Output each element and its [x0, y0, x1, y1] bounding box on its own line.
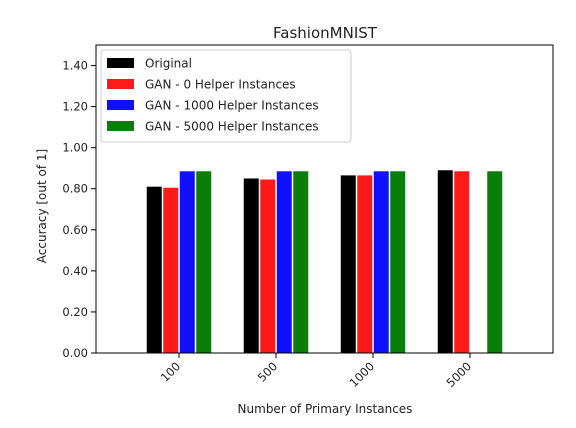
y-tick-label: 1.40: [62, 59, 88, 73]
bar-gan-0-helper-instances-1000: [357, 175, 373, 353]
y-axis-label: Accuracy [out of 1]: [35, 149, 49, 263]
y-tick-label: 1.00: [62, 141, 88, 155]
bar-original-500: [243, 178, 259, 353]
bar-gan-0-helper-instances-500: [260, 179, 276, 353]
bar-gan-5000-helper-instances-100: [196, 171, 212, 353]
y-tick-label: 0.60: [62, 223, 88, 237]
legend-swatch: [107, 121, 134, 131]
y-tick-label: 0.00: [62, 346, 88, 360]
legend-swatch: [107, 100, 134, 110]
legend-swatch: [107, 58, 134, 68]
y-tick-label: 0.20: [62, 305, 88, 319]
plot-frame: [95, 44, 554, 354]
bar-gan-1000-helper-instances-500: [276, 171, 292, 353]
bars-layer: [146, 170, 503, 353]
bar-gan-1000-helper-instances-100: [179, 171, 195, 353]
legend-label: GAN - 1000 Helper Instances: [145, 99, 319, 113]
y-tick-label: 1.20: [62, 100, 88, 114]
x-tick-label: 5000: [444, 359, 475, 390]
bar-gan-5000-helper-instances-5000: [487, 171, 503, 353]
legend-swatch: [107, 79, 134, 89]
chart-title: FashionMNIST: [273, 24, 378, 42]
legend: Original GAN - 0 Helper Instances GAN - 10…: [100, 49, 352, 143]
bar-gan-1000-helper-instances-1000: [373, 171, 389, 353]
y-tick-label: 0.80: [62, 182, 88, 196]
bar-original-100: [146, 186, 162, 353]
legend-label: GAN - 0 Helper Instances: [145, 78, 296, 92]
bar-gan-5000-helper-instances-500: [293, 171, 309, 353]
x-axis: 100 500 1000 5000: [158, 353, 474, 390]
x-tick-label: 1000: [347, 359, 378, 390]
y-axis: 0.00 0.20 0.40 0.60 0.80 1.00 1.20 1.40: [62, 59, 96, 360]
x-axis-label: Number of Primary Instances: [238, 402, 413, 416]
bar-original-5000: [437, 170, 453, 353]
legend-box: [100, 49, 352, 143]
bar-gan-5000-helper-instances-1000: [390, 171, 406, 353]
bar-gan-0-helper-instances-100: [163, 187, 179, 353]
legend-label: GAN - 5000 Helper Instances: [145, 120, 319, 134]
bar-gan-0-helper-instances-5000: [454, 171, 470, 353]
x-tick-label: 100: [158, 359, 183, 384]
x-tick-label: 500: [255, 359, 280, 384]
bar-original-1000: [340, 175, 356, 353]
y-tick-label: 0.40: [62, 264, 88, 278]
legend-label: Original: [145, 57, 192, 71]
